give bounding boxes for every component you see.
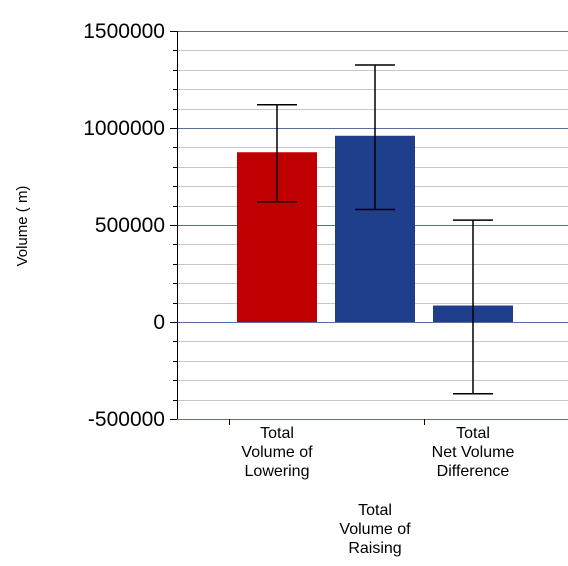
- bars: [237, 135, 513, 322]
- category-label: Volume of: [241, 444, 313, 461]
- y-tick-label: 0: [153, 311, 165, 334]
- category-label: Lowering: [245, 463, 310, 480]
- y-tick-label: 1500000: [83, 20, 165, 43]
- category-label: Total: [260, 425, 294, 442]
- category-label: Raising: [348, 540, 401, 557]
- category-label: Difference: [437, 463, 510, 480]
- y-tick-label: 500000: [95, 214, 165, 237]
- category-label: Net Volume: [432, 444, 515, 461]
- category-label: Total: [456, 425, 490, 442]
- category-labels: Total Volume of Lowering Total Volume of Rais…: [241, 425, 514, 557]
- category-label: Total: [358, 502, 392, 519]
- y-tick-label: -500000: [88, 408, 165, 431]
- category-label: Volume of: [339, 521, 411, 538]
- y-tick-label: 1000000: [83, 117, 165, 140]
- axes: [170, 31, 425, 425]
- error-bars: [257, 64, 493, 395]
- y-tick-labels: -500000 0 500000 1000000 1500000: [83, 20, 165, 431]
- y-axis-title: Volume ( m): [14, 186, 31, 267]
